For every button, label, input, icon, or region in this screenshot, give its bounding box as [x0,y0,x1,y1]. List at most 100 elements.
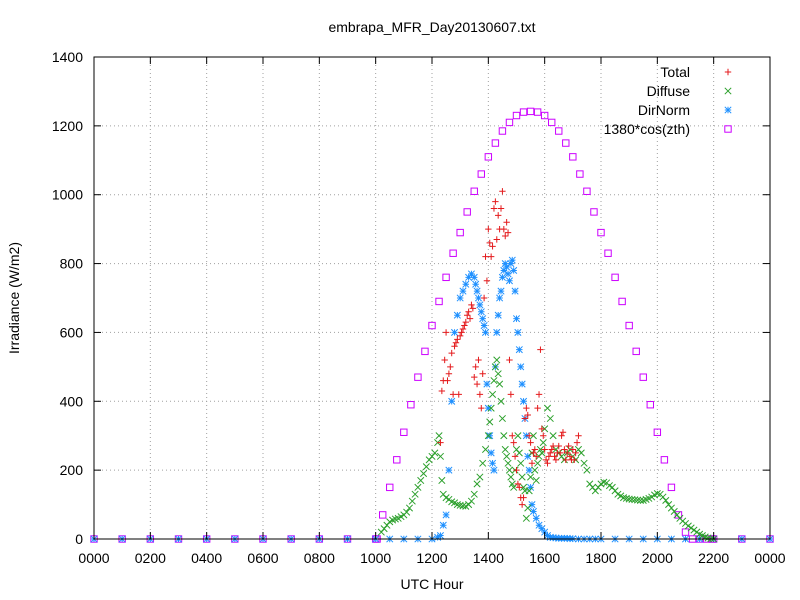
data-point [559,429,567,436]
data-point [566,453,574,460]
data-point [486,432,494,440]
data-point [538,449,546,457]
data-point [515,449,523,457]
data-point [534,459,542,467]
data-point [463,208,471,216]
data-point [505,466,514,474]
data-point [479,370,486,377]
legend-entry: Total [660,64,732,80]
data-point [490,377,498,385]
data-point [565,442,572,450]
data-point [524,504,532,512]
data-point [480,294,488,302]
data-point [611,273,619,282]
y-tick-label: 600 [60,324,84,340]
y-tick-label: 800 [60,256,84,272]
data-point [544,460,551,467]
data-point [466,315,474,322]
data-point [438,387,446,395]
data-point [473,380,481,388]
data-point [622,494,630,502]
data-point [529,432,537,440]
data-point [618,297,626,306]
data-point [632,347,640,356]
data-point [478,404,485,412]
data-point [514,480,522,488]
data-point [503,219,510,226]
y-tick-label: 1400 [52,49,83,65]
data-point [530,449,537,457]
data-point [479,459,487,467]
data-point [529,507,537,516]
data-point [522,514,530,522]
data-point [442,511,450,519]
data-point [454,336,461,343]
x-tick-label: 2000 [642,550,673,566]
legend-label: 1380*cos(zth) [604,121,690,137]
data-layer [90,107,774,543]
data-point [407,401,415,409]
data-point [533,453,540,460]
data-point [474,294,483,302]
data-point [532,476,540,485]
data-point [537,346,544,353]
data-point [504,459,512,467]
data-point [636,496,644,504]
data-point [518,380,526,388]
data-point [546,414,554,423]
data-point [548,446,555,453]
data-point [459,325,467,333]
x-tick-label: 0800 [304,550,335,566]
data-point [456,294,464,302]
data-point [459,502,467,510]
data-point [571,456,578,464]
data-point [509,432,516,439]
data-point [445,370,453,377]
data-point [521,415,529,422]
data-point [498,127,507,135]
data-point [462,318,469,326]
data-point [541,446,548,453]
data-point [414,373,422,381]
x-tick-label: 1600 [529,550,560,566]
chart-title: embrapa_MFR_Day20130607.txt [328,19,535,35]
data-point [501,260,509,268]
data-point [535,391,543,398]
data-point [512,111,521,120]
data-point [436,532,445,540]
data-point [456,228,464,237]
data-point [517,363,525,371]
tick-layer: 0000 0200 0400 0600 0800 1000 1200 1400 1600 1800… [52,49,786,566]
data-point [449,249,457,257]
data-point [510,483,518,491]
data-point [494,370,502,378]
data-point [456,501,464,509]
data-point [471,373,478,381]
y-tick-label: 1000 [52,187,83,203]
data-point [483,380,491,388]
data-point [552,456,560,464]
data-point [580,459,588,467]
data-point [453,311,461,319]
data-point [485,225,492,233]
data-point [653,428,662,436]
data-point [435,432,443,440]
data-point [590,208,598,216]
data-point [484,153,493,161]
data-point [569,153,577,161]
data-point [639,373,647,381]
x-axis-label: UTC Hour [400,576,463,592]
data-point [512,315,521,323]
data-point [419,470,428,478]
data-point [464,312,471,319]
data-point [498,273,506,281]
data-point [532,514,540,522]
data-point [438,476,446,485]
data-point [543,404,552,412]
x-tick-label: 2200 [698,550,729,566]
data-point [496,294,504,302]
data-point [447,363,454,371]
data-point [667,483,676,492]
data-point [525,466,533,474]
data-point [562,139,570,147]
